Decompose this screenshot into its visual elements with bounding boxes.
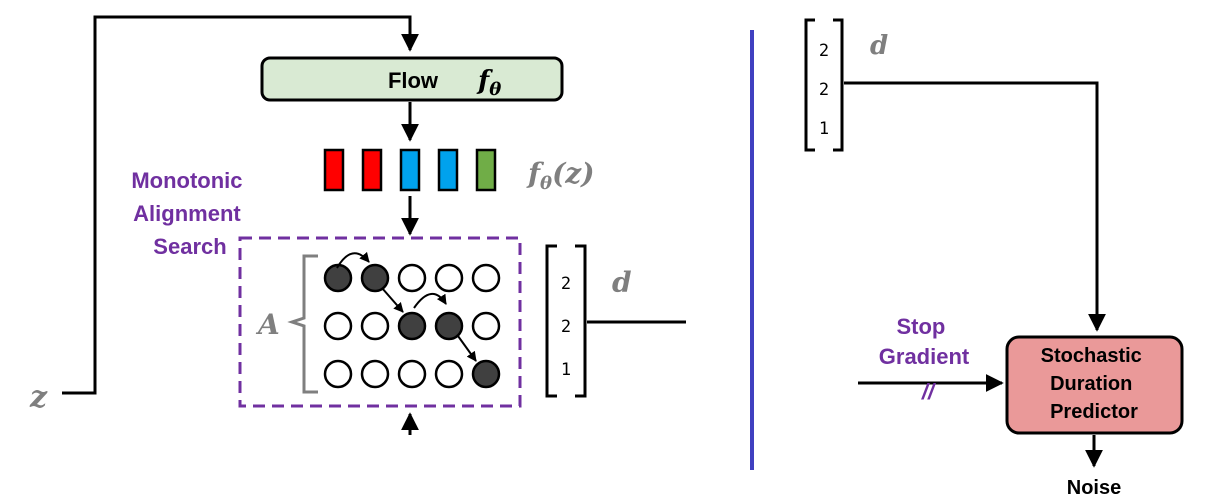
duration-right-path [844, 81, 1106, 332]
sdp-label: Stochastic Duration Predictor [1041, 345, 1148, 423]
alignment-cell-empty [360, 311, 390, 341]
token-bar [399, 148, 421, 192]
token-bar [437, 148, 459, 192]
duration-left-value: 1 [561, 360, 571, 380]
z-symbol: z [29, 380, 48, 415]
alignment-cell-filled [397, 311, 427, 341]
token-bar [361, 148, 383, 192]
stop-gradient-label: Stop Gradient [879, 314, 970, 369]
mas-box [238, 236, 522, 408]
alignment-symbol: A [255, 308, 280, 341]
alignment-cell-empty [471, 263, 501, 293]
alignment-cell-empty [397, 263, 427, 293]
alignment-cell-empty [434, 263, 464, 293]
alignment-cell-empty [471, 311, 501, 341]
stop-gradient-mark: // [921, 379, 937, 404]
duration-left-value: 2 [561, 274, 571, 294]
sdp-box [1005, 335, 1184, 435]
alignment-cell-empty [323, 311, 353, 341]
flow-f-theta: fθ [476, 66, 501, 100]
alignment-cell-filled [360, 263, 390, 293]
duration-vector-right: 2 2 1 [804, 18, 844, 152]
alignment-cell-empty [360, 359, 390, 389]
alignment-path [336, 251, 477, 362]
noise-label: Noise [1067, 477, 1121, 499]
flow-label: Flow [388, 68, 439, 93]
duration-left-value: 2 [561, 317, 571, 337]
token-bar [323, 148, 345, 192]
alignment-matrix [323, 263, 501, 389]
duration-right-value: 2 [819, 41, 829, 61]
alignment-cell-filled [323, 263, 353, 293]
duration-left-symbol: d [612, 266, 632, 299]
alignment-cell-empty [397, 359, 427, 389]
alignment-cell-empty [434, 359, 464, 389]
flow-box [260, 56, 564, 102]
alignment-cell-filled [471, 359, 501, 389]
duration-right-value: 2 [819, 80, 829, 100]
flow-output-label: fθ(z) [526, 157, 594, 194]
alignment-cell-empty [323, 359, 353, 389]
token-bar [475, 148, 497, 192]
duration-vector-left: 2 2 1 [545, 244, 587, 398]
alignment-cell-filled [434, 311, 464, 341]
duration-right-symbol: d [870, 31, 888, 61]
flow-output-tokens [323, 148, 497, 192]
mas-label: Monotonic Alignment Search [131, 168, 248, 259]
duration-right-value: 1 [819, 119, 829, 139]
z-input-path [62, 15, 419, 395]
alignment-brace [287, 254, 318, 394]
